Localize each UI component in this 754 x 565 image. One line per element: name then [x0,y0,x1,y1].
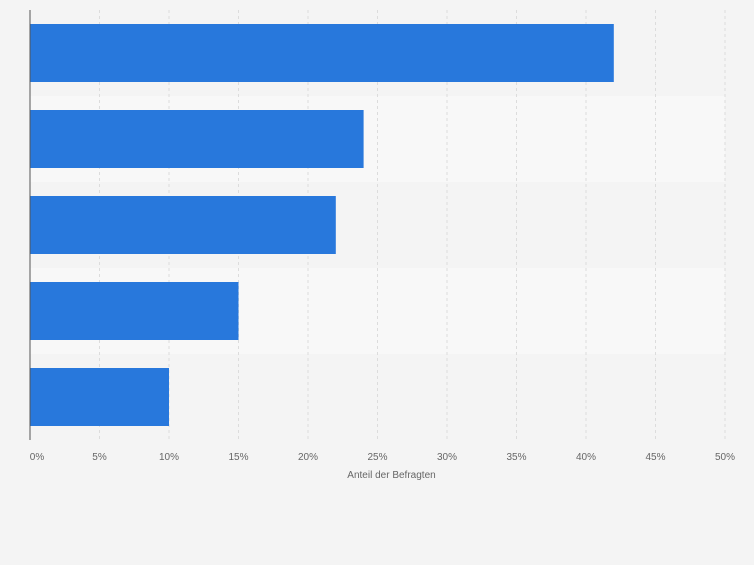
bar [30,368,169,426]
x-tick-label: 15% [228,452,248,463]
bar [30,282,239,340]
bar [30,24,614,82]
x-tick-label: 25% [367,452,387,463]
x-tick-label: 40% [576,452,596,463]
x-axis-label: Anteil der Befragten [347,470,435,481]
bar [30,110,364,168]
x-tick-label: 5% [92,452,107,463]
bars [30,24,614,426]
x-axis-ticks: 0% 5% 10% 15% 20% 25% 30% 35% 40% 45% 50% [30,452,735,463]
x-tick-label: 10% [159,452,179,463]
x-tick-label: 20% [298,452,318,463]
x-tick-label: 30% [437,452,457,463]
x-tick-label: 45% [645,452,665,463]
x-tick-label: 0% [30,452,45,463]
bar [30,196,336,254]
x-tick-label: 50% [715,452,735,463]
x-tick-label: 35% [506,452,526,463]
